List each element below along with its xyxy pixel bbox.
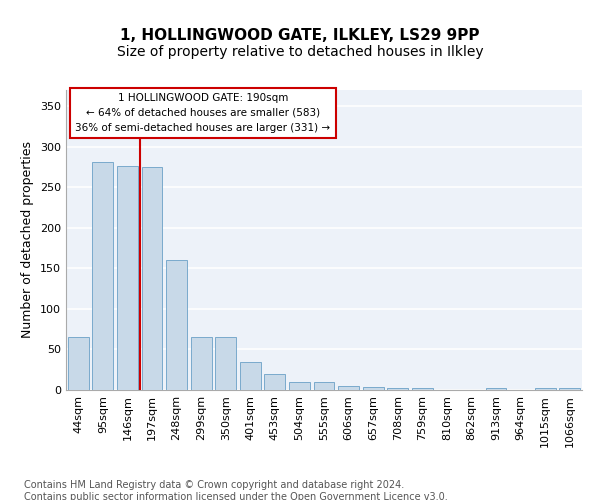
Bar (215, 338, 236, 390)
Bar (559, 388, 580, 390)
Bar (387, 388, 408, 390)
Bar (485, 388, 506, 390)
Bar (166, 260, 187, 390)
Bar (117, 166, 138, 390)
Text: Size of property relative to detached houses in Ilkley: Size of property relative to detached ho… (116, 45, 484, 59)
Bar (191, 338, 212, 390)
Bar (535, 388, 556, 390)
Text: Contains HM Land Registry data © Crown copyright and database right 2024.
Contai: Contains HM Land Registry data © Crown c… (24, 480, 448, 500)
Y-axis label: Number of detached properties: Number of detached properties (22, 142, 34, 338)
Bar (142, 167, 163, 390)
Bar (314, 382, 334, 390)
Bar (265, 374, 286, 390)
Bar (68, 338, 89, 390)
Bar (412, 388, 433, 390)
Bar (240, 362, 261, 390)
Bar (92, 162, 113, 390)
Bar (289, 382, 310, 390)
Bar (338, 386, 359, 390)
Text: 1 HOLLINGWOOD GATE: 190sqm
← 64% of detached houses are smaller (583)
36% of sem: 1 HOLLINGWOOD GATE: 190sqm ← 64% of deta… (75, 93, 331, 132)
Text: 1, HOLLINGWOOD GATE, ILKLEY, LS29 9PP: 1, HOLLINGWOOD GATE, ILKLEY, LS29 9PP (120, 28, 480, 42)
Bar (362, 387, 383, 390)
